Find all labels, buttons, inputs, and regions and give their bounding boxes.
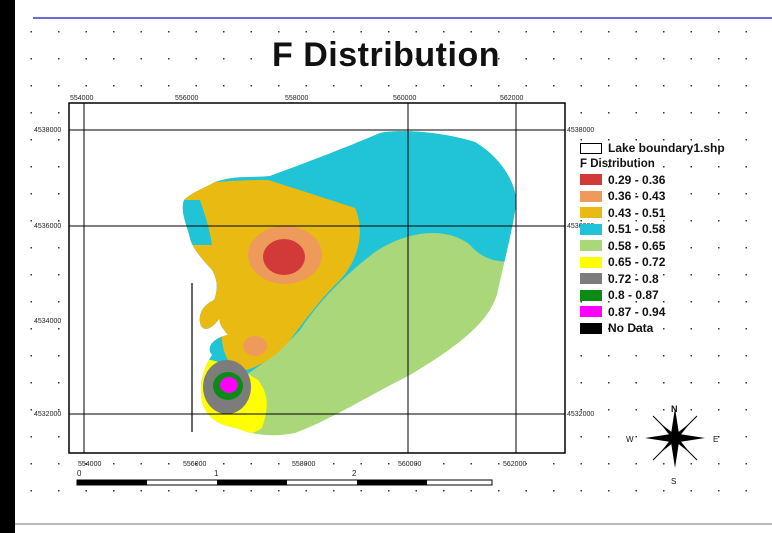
- left-tick-label: 4534000: [34, 318, 61, 325]
- bottom-tick-labels: 554000 556000 558000 560000 562000: [78, 461, 526, 468]
- legend-class-label: 0.36 - 0.43: [608, 189, 666, 204]
- top-tick-label: 562000: [500, 95, 523, 102]
- top-tick-label: 560000: [393, 95, 416, 102]
- zone-0.87-0.94: [220, 377, 238, 393]
- legend-swatch: [580, 322, 602, 334]
- legend-class-label: 0.58 - 0.65: [608, 238, 666, 253]
- scale-bar: 0 1 2: [76, 469, 493, 486]
- legend-swatch: [580, 223, 602, 235]
- legend-class-row: 0.51 - 0.58: [580, 221, 765, 238]
- legend-swatch: [580, 240, 602, 252]
- lake-boundary-swatch: [580, 142, 602, 154]
- legend-class-row: 0.29 - 0.36: [580, 172, 765, 189]
- right-tick-label: 4538000: [567, 127, 594, 134]
- legend-boundary-row: Lake boundary1.shp: [580, 140, 765, 157]
- zone-0.43-0.51-west: [182, 200, 212, 245]
- left-tick-label: 4538000: [34, 127, 61, 134]
- compass-south-label: S: [671, 477, 676, 486]
- bottom-tick-label: 562000: [503, 461, 526, 468]
- left-tick-labels: 4538000 4536000 4534000 4532000: [34, 127, 61, 418]
- legend-class-label: 0.65 - 0.72: [608, 255, 666, 270]
- compass-east-label: E: [713, 435, 718, 444]
- zone-0.29-0.36: [263, 239, 305, 275]
- right-tick-label: 4532000: [567, 411, 594, 418]
- legend-class-label: 0.51 - 0.58: [608, 222, 666, 237]
- legend-class-row: 0.8 - 0.87: [580, 287, 765, 304]
- legend-class-label: 0.8 - 0.87: [608, 288, 659, 303]
- scale-label: 1: [214, 469, 219, 478]
- legend-heading: F Distribution: [580, 157, 655, 170]
- legend-boundary-label: Lake boundary1.shp: [608, 141, 725, 156]
- scale-label: 2: [352, 469, 357, 478]
- legend-swatch: [580, 207, 602, 219]
- legend-swatch: [580, 273, 602, 285]
- legend-class-label: 0.29 - 0.36: [608, 172, 666, 187]
- zone-0.36-0.43-south: [243, 336, 267, 356]
- left-tick-label: 4532000: [34, 411, 61, 418]
- bottom-tick-label: 558000: [292, 461, 315, 468]
- legend-class-row: 0.58 - 0.65: [580, 238, 765, 255]
- legend-class-row: 0.72 - 0.8: [580, 271, 765, 288]
- legend-class-label: 0.87 - 0.94: [608, 304, 666, 319]
- scale-label: 0: [77, 469, 82, 478]
- legend-swatch: [580, 174, 602, 186]
- left-tick-label: 4536000: [34, 223, 61, 230]
- legend-class-row: No Data: [580, 320, 765, 337]
- left-border: [0, 0, 15, 533]
- legend-swatch: [580, 190, 602, 202]
- legend-class-row: 0.43 - 0.51: [580, 205, 765, 222]
- top-tick-labels: 554000 556000 558000 560000 562000: [70, 95, 523, 102]
- bottom-tick-label: 554000: [78, 461, 101, 468]
- legend-class-row: 0.36 - 0.43: [580, 188, 765, 205]
- legend-class-label: 0.72 - 0.8: [608, 271, 659, 286]
- legend-class-label: No Data: [608, 321, 654, 336]
- bottom-tick-label: 556000: [183, 461, 206, 468]
- legend-swatch: [580, 256, 602, 268]
- legend-swatch: [580, 289, 602, 301]
- legend-class-row: 0.87 - 0.94: [580, 304, 765, 321]
- top-tick-label: 558000: [285, 95, 308, 102]
- map-grid: [69, 103, 565, 453]
- map-title: F Distribution: [272, 36, 500, 74]
- top-tick-label: 554000: [70, 95, 93, 102]
- legend-class-row: 0.65 - 0.72: [580, 254, 765, 271]
- legend-swatch: [580, 306, 602, 318]
- bottom-tick-label: 560000: [398, 461, 421, 468]
- compass-north-label: N: [671, 404, 678, 414]
- top-tick-label: 556000: [175, 95, 198, 102]
- compass-rose-icon: [645, 408, 705, 468]
- compass-west-label: W: [626, 435, 634, 444]
- legend-class-label: 0.43 - 0.51: [608, 205, 666, 220]
- legend-classes: 0.29 - 0.36 0.36 - 0.43 0.43 - 0.51 0.51 - …: [580, 172, 765, 337]
- legend: Lake boundary1.shp F Distribution 0.29 -…: [580, 140, 765, 337]
